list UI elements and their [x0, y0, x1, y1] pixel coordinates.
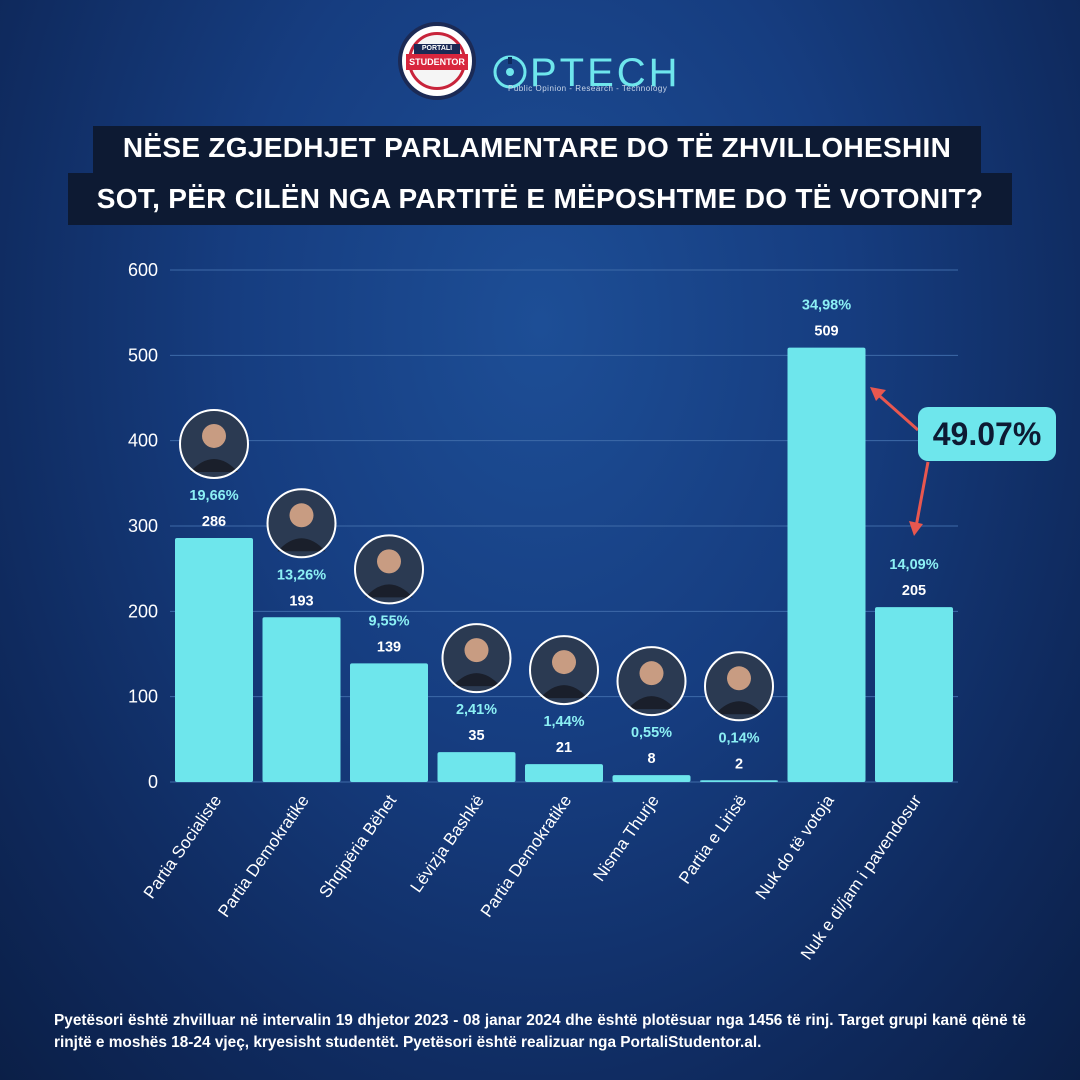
value-label: 21 [556, 740, 572, 756]
percent-label: 14,09% [889, 557, 938, 573]
politician-portrait-icon [616, 646, 687, 717]
portrait-border [441, 623, 512, 694]
bar [525, 764, 603, 782]
seal-studentor-band: STUDENTOR [406, 54, 468, 70]
portrait-shoulders [365, 584, 413, 598]
x-category-label: Partia Demokratike [214, 791, 312, 920]
optech-wordmark: PTECH [530, 51, 680, 95]
portali-studentor-logo: PORTALI STUDENTOR [398, 22, 476, 100]
y-tick-label: 600 [128, 260, 158, 280]
footer-note: Pyetësori është zhvilluar në intervalin … [54, 1012, 1026, 1051]
value-label: 205 [902, 583, 926, 599]
percent-label: 34,98% [802, 298, 851, 314]
value-label: 193 [289, 593, 313, 609]
optech-logo: PTECH [493, 51, 680, 95]
politician-portrait-icon [704, 651, 774, 722]
arrow-to-nuk-do-te-votoja [873, 389, 919, 432]
portrait-shoulders [715, 701, 763, 715]
portrait-head [552, 650, 576, 675]
portrait-shoulders [540, 685, 588, 699]
percent-label: 19,66% [189, 488, 238, 504]
y-tick-label: 400 [128, 431, 158, 451]
politician-portrait-icon [354, 534, 424, 605]
bar [175, 537, 253, 782]
value-label: 35 [468, 728, 484, 744]
politician-portrait-icon [441, 623, 512, 694]
portrait-head [289, 503, 314, 528]
percent-label: 0,14% [718, 730, 759, 746]
y-tick-label: 0 [148, 772, 158, 792]
bar [262, 617, 341, 782]
chart-title-line-1: NËSE ZGJEDHJET PARLAMENTARE DO TË ZHVILL… [93, 126, 981, 173]
total-callout: 49.07% [918, 407, 1056, 461]
value-label: 286 [202, 514, 226, 530]
percent-label: 1,44% [543, 714, 584, 730]
optech-o-dot-icon [506, 68, 514, 76]
portrait-layer [179, 408, 774, 722]
portrait-head [464, 638, 489, 663]
seal-portali-text: PORTALI [414, 44, 460, 54]
portrait-border [616, 646, 687, 717]
arrow-to-pavendosur [914, 461, 930, 528]
portrait-border [179, 408, 249, 479]
politician-portrait-icon [179, 408, 249, 479]
y-tick-label: 200 [128, 601, 158, 621]
x-category-label: Partia e Lirisë [675, 791, 750, 887]
arrowhead-up-icon [870, 387, 886, 401]
value-label: 8 [647, 751, 655, 767]
portrait-border [354, 534, 424, 605]
portrait-shoulders [277, 538, 326, 552]
percent-label: 0,55% [631, 725, 672, 741]
bar [437, 752, 516, 782]
arrowhead-down-icon [909, 521, 923, 536]
bar [875, 607, 953, 782]
optech-tagline: Public Opinion - Research - Technology [508, 84, 668, 93]
annotation-arrows [870, 387, 930, 536]
portrait-border [266, 488, 337, 559]
x-category-label: Nuk do të votoja [752, 791, 838, 903]
portrait-head [377, 549, 401, 574]
politician-portrait-icon [266, 488, 337, 559]
x-category-label: Lëvizja Bashkë [407, 791, 488, 896]
value-label: 2 [735, 756, 743, 772]
portrait-shoulders [627, 696, 676, 710]
logo-bar: PORTALI STUDENTOR PTECH Public Opinion -… [0, 22, 1080, 106]
politician-portrait-icon [529, 635, 599, 706]
value-label: 139 [377, 639, 401, 655]
bar [700, 780, 778, 782]
x-category-label: Shqipëria Bëhet [315, 791, 400, 901]
x-category-label: Nisma Thurje [589, 791, 662, 884]
portrait-shoulders [452, 673, 501, 687]
portrait-border [529, 635, 599, 706]
portrait-head [202, 423, 226, 448]
percent-label: 2,41% [456, 702, 497, 718]
bar [612, 775, 691, 782]
y-tick-label: 100 [128, 687, 158, 707]
portrait-head [727, 666, 751, 691]
portrait-shoulders [190, 458, 238, 472]
x-category-label: Partia Socialiste [140, 791, 225, 902]
y-tick-label: 300 [128, 516, 158, 536]
bar-layer [175, 347, 953, 782]
bar [787, 347, 866, 782]
bar [350, 663, 428, 782]
percent-label: 9,55% [368, 613, 409, 629]
portrait-head [639, 661, 664, 686]
bar-chart: 0 100 200 300 400 500 600 19,66% 286 Partia Soci… [128, 260, 958, 920]
percent-label: 13,26% [277, 567, 326, 583]
x-category-label: Partia Demokratike [477, 791, 575, 920]
value-label: 509 [814, 324, 838, 340]
y-tick-label: 500 [128, 345, 158, 365]
portrait-border [704, 651, 774, 722]
chart-title-line-2: SOT, PËR CILËN NGA PARTITË E MËPOSHTME D… [68, 173, 1012, 225]
